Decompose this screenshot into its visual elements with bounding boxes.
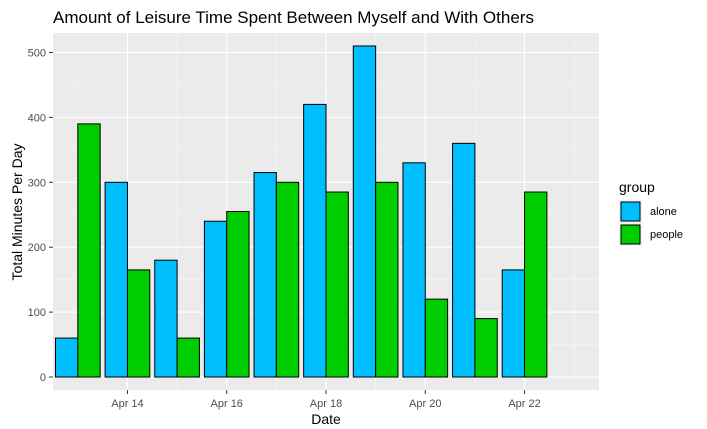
bar-alone <box>452 142 476 378</box>
bar-people <box>176 337 200 378</box>
y-tick-label: 200 <box>28 242 46 254</box>
bar-alone <box>203 220 228 378</box>
legend-title: group <box>619 179 655 195</box>
x-tick-label: Apr 14 <box>111 398 143 410</box>
y-tick-label: 0 <box>40 372 46 384</box>
bar-alone <box>54 337 79 378</box>
legend-swatch-people <box>620 224 641 245</box>
x-axis-title: Date <box>311 411 341 427</box>
bar-alone <box>104 181 128 378</box>
bar-people <box>424 298 449 378</box>
legend-label-alone: alone <box>650 206 677 218</box>
bar-people <box>226 211 250 378</box>
x-tick-label: Apr 22 <box>508 398 540 410</box>
bar-alone <box>352 45 377 378</box>
bar-people <box>474 318 498 378</box>
y-tick-label: 400 <box>28 112 46 124</box>
x-tick-label: Apr 20 <box>409 398 441 410</box>
bar-people <box>375 181 399 378</box>
x-tick-label: Apr 18 <box>310 398 342 410</box>
bar-alone <box>253 172 277 378</box>
legend: group alone people <box>619 179 683 246</box>
chart-title: Amount of Leisure Time Spent Between Mys… <box>53 8 534 27</box>
bar-people <box>275 181 300 378</box>
bar-people <box>524 191 548 378</box>
bar-alone <box>402 162 426 378</box>
bar-people <box>77 123 101 378</box>
bar-people <box>325 191 349 378</box>
y-tick-label: 500 <box>28 47 46 59</box>
y-tick-label: 100 <box>28 307 46 319</box>
bar-alone <box>303 103 327 378</box>
x-axis: Apr 14 Apr 16 Apr 18 Apr 20 Apr 22 <box>111 390 541 410</box>
bars <box>54 45 548 378</box>
x-tick-label: Apr 16 <box>211 398 243 410</box>
y-axis-title: Total Minutes Per Day <box>9 144 25 281</box>
y-tick-label: 300 <box>28 177 46 189</box>
bar-alone <box>154 259 178 378</box>
bar-alone <box>501 269 526 378</box>
bar-people <box>126 269 151 378</box>
y-axis: 0 100 200 300 400 500 <box>28 47 53 384</box>
legend-label-people: people <box>650 229 683 241</box>
legend-swatch-alone <box>620 201 641 222</box>
